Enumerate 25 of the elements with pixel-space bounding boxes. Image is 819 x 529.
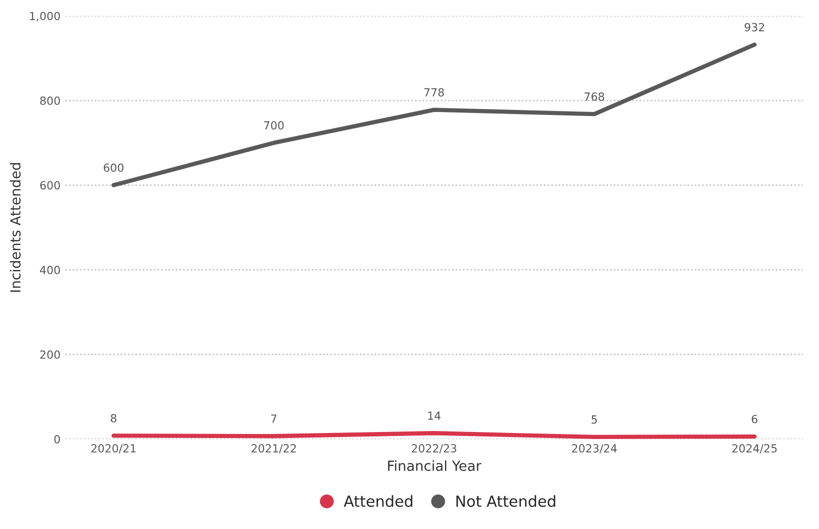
x-tick-label: 2024/25: [732, 444, 777, 454]
data-label: 14: [428, 412, 441, 420]
data-label: 7: [271, 414, 276, 423]
y-tick-label: 0: [54, 435, 60, 444]
y-tick-label: 800: [40, 96, 60, 105]
data-label: 5: [592, 415, 597, 424]
data-label: 768: [584, 92, 604, 101]
legend-label: Not Attended: [456, 495, 556, 507]
y-axis-title: Incidents Attended: [10, 163, 21, 292]
data-label: 778: [424, 88, 444, 97]
x-tick-label: 2021/22: [252, 444, 296, 454]
x-tick-label: 2023/24: [572, 444, 617, 454]
data-label: 700: [264, 121, 284, 130]
x-tick-label: 2020/21: [91, 444, 136, 454]
legend-label: Attended: [344, 495, 412, 507]
data-label: 600: [104, 163, 124, 172]
y-tick-label: 600: [40, 181, 60, 190]
y-tick-label: 1,000: [30, 12, 60, 22]
data-label: 6: [752, 414, 758, 424]
y-tick-label: 200: [40, 350, 60, 359]
x-axis-title: Financial Year: [388, 460, 482, 471]
x-tick-label: 2022/23: [412, 444, 456, 454]
y-tick-label: 400: [40, 266, 60, 274]
data-label: 932: [744, 22, 764, 32]
data-label: 8: [110, 414, 116, 422]
